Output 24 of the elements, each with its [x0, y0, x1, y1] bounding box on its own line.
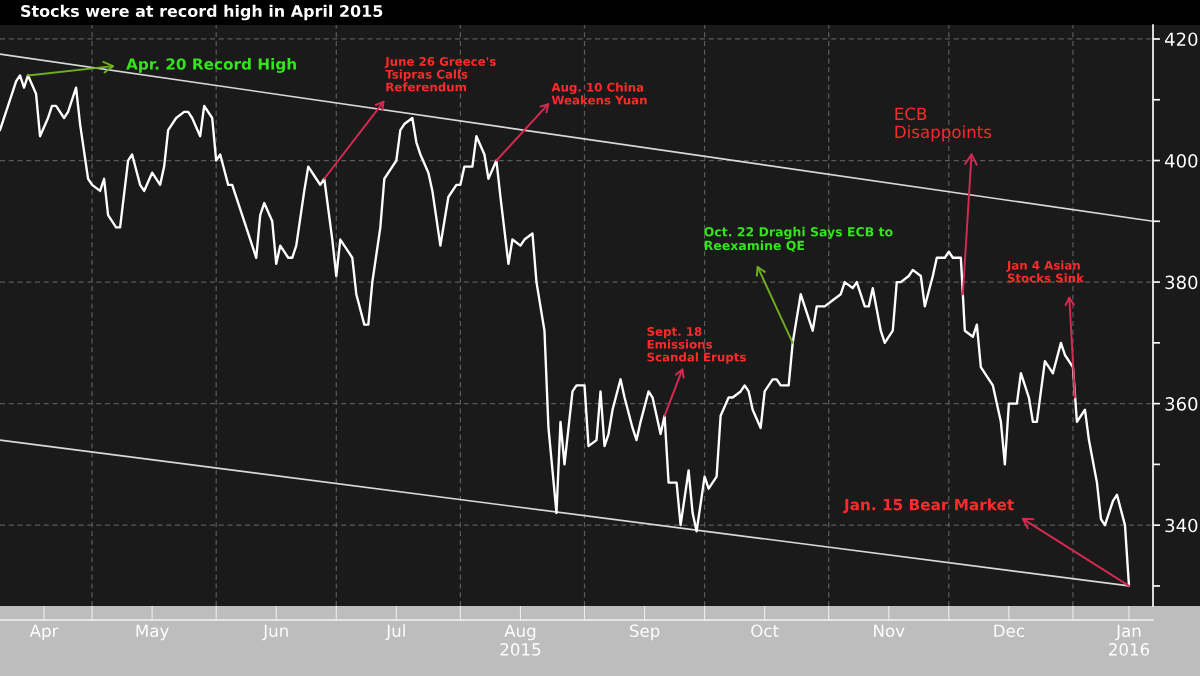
y-tick-label: 360 — [1165, 397, 1198, 411]
annotation: Jan. 15 Bear Market — [843, 498, 1014, 514]
chart-title: Stocks were at record high in April 2015 — [21, 4, 383, 21]
x-tick-label: Jun — [262, 624, 288, 641]
x-tick-label: Jul — [385, 624, 405, 641]
x-tick-label: Apr — [29, 624, 59, 641]
x-tick-label: Sep — [629, 624, 660, 641]
annotation: Apr. 20 Record High — [126, 57, 296, 73]
y-tick-label: 420 — [1164, 32, 1198, 47]
annotation: June 26 Greece's Tsipras Calls Referendum — [384, 56, 496, 92]
x-tick-label: Aug 2015 — [500, 624, 541, 656]
y-tick-label: 400 — [1164, 153, 1198, 168]
annotation: Sept. 18 Emissions Scandal Erupts — [647, 327, 746, 364]
annotation: Aug. 10 China Weakens Yuan — [551, 82, 647, 105]
x-tick-label: Jan 2016 — [1108, 624, 1150, 656]
annotation: Oct. 22 Draghi Says ECB to Reexamine QE — [704, 226, 893, 252]
annotation: ECB Disappoints — [895, 107, 992, 142]
annotation: Jan 4 Asian Stocks Sink — [1006, 260, 1085, 283]
x-tick-label: Dec — [994, 624, 1024, 638]
x-tick-label: Oct — [751, 624, 779, 638]
x-tick-label: Nov — [874, 624, 905, 638]
x-tick-label: May — [136, 624, 169, 641]
y-tick-label: 340 — [1165, 518, 1198, 533]
y-tick-label: 380 — [1165, 275, 1198, 290]
